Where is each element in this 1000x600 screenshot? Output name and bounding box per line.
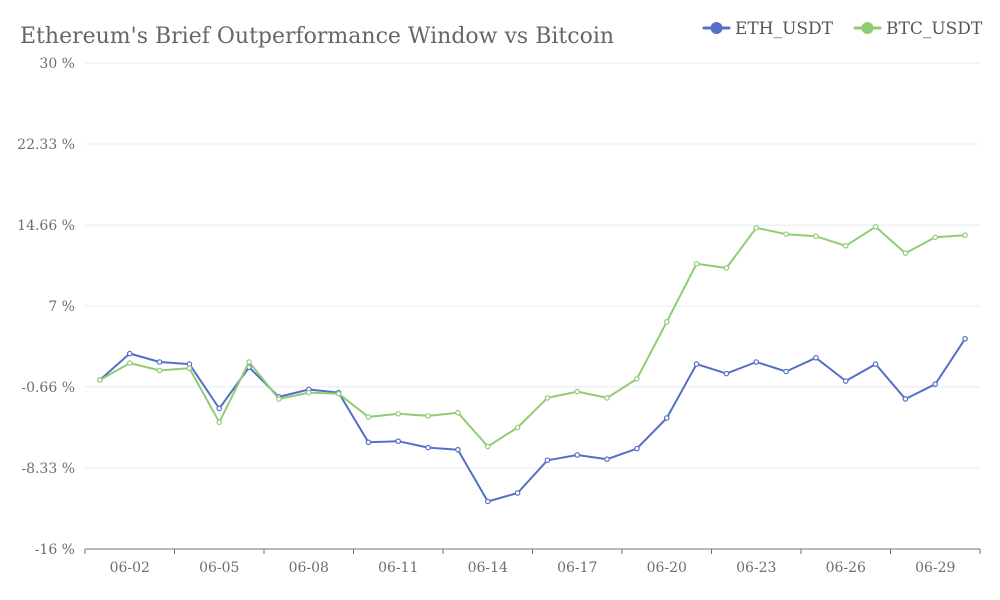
x-tick-label: 06-14 bbox=[468, 560, 508, 576]
data-point-btc-usdt bbox=[126, 360, 133, 366]
y-tick-label: -0.66 % bbox=[21, 380, 75, 396]
data-point-btc-usdt bbox=[693, 260, 700, 267]
data-point-btc-usdt bbox=[723, 265, 730, 271]
x-tick-label: 06-29 bbox=[915, 560, 955, 576]
data-point-btc-usdt bbox=[932, 234, 939, 241]
data-point-eth-usdt bbox=[902, 396, 909, 402]
data-point-btc-usdt bbox=[216, 419, 223, 426]
data-point-eth-usdt bbox=[663, 415, 670, 421]
data-point-eth-usdt bbox=[962, 335, 968, 342]
legend-label: ETH_USDT bbox=[735, 19, 834, 39]
x-tick-label: 06-17 bbox=[557, 560, 597, 576]
data-point-eth-usdt bbox=[395, 438, 402, 445]
data-point-eth-usdt bbox=[932, 381, 939, 387]
data-point-btc-usdt bbox=[813, 233, 819, 240]
x-tick-label: 06-11 bbox=[378, 560, 418, 576]
x-axis: 06-02 06-05 06-08 06-11 06-14 06-17 06-20 06-23… bbox=[84, 548, 981, 576]
legend: ETH_USDT BTC_USDT bbox=[702, 19, 983, 39]
series-line-btc-usdt bbox=[98, 225, 967, 448]
data-point-btc-usdt bbox=[455, 409, 461, 416]
y-tick-label: -8.33 % bbox=[21, 461, 75, 477]
data-point-eth-usdt bbox=[484, 498, 491, 505]
y-tick-label: 7 % bbox=[48, 299, 75, 315]
data-point-eth-usdt bbox=[216, 405, 223, 412]
data-point-btc-usdt bbox=[395, 410, 402, 417]
data-point-btc-usdt bbox=[305, 389, 312, 396]
data-point-btc-usdt bbox=[97, 377, 103, 383]
data-point-eth-usdt bbox=[842, 378, 849, 384]
legend-marker-icon bbox=[710, 22, 723, 34]
data-point-eth-usdt bbox=[753, 359, 760, 365]
data-point-btc-usdt bbox=[186, 365, 193, 372]
data-point-eth-usdt bbox=[365, 439, 372, 446]
y-tick-label: 22.33 % bbox=[17, 137, 75, 153]
data-point-btc-usdt bbox=[544, 395, 551, 401]
data-point-btc-usdt bbox=[246, 359, 252, 365]
x-tick-label: 06-23 bbox=[736, 560, 776, 576]
data-point-eth-usdt bbox=[544, 457, 551, 464]
data-point-btc-usdt bbox=[514, 424, 521, 431]
data-point-eth-usdt bbox=[574, 452, 581, 458]
y-tick-label: 30 % bbox=[39, 56, 75, 72]
y-tick-label: 14.66 % bbox=[17, 218, 75, 234]
data-point-btc-usdt bbox=[425, 413, 431, 419]
data-point-btc-usdt bbox=[872, 223, 879, 230]
series-group bbox=[97, 223, 968, 505]
chart-title: Ethereum's Brief Outperformance Window v… bbox=[20, 24, 614, 49]
x-tick-label: 06-26 bbox=[826, 560, 866, 576]
data-point-btc-usdt bbox=[753, 225, 760, 231]
data-point-btc-usdt bbox=[783, 231, 789, 237]
data-point-btc-usdt bbox=[276, 396, 282, 402]
data-point-eth-usdt bbox=[813, 354, 819, 361]
data-point-eth-usdt bbox=[425, 444, 431, 451]
legend-marker-icon bbox=[861, 22, 874, 34]
data-point-btc-usdt bbox=[962, 232, 968, 239]
data-point-eth-usdt bbox=[783, 368, 789, 375]
data-point-btc-usdt bbox=[842, 242, 849, 249]
x-tick-label: 06-20 bbox=[647, 560, 687, 576]
x-tick-label: 06-02 bbox=[110, 560, 150, 576]
x-tick-label: 06-05 bbox=[199, 560, 239, 576]
data-point-btc-usdt bbox=[663, 319, 670, 325]
data-point-btc-usdt bbox=[484, 443, 491, 450]
data-point-btc-usdt bbox=[156, 367, 163, 374]
data-point-btc-usdt bbox=[604, 395, 610, 401]
y-axis: 30 % 22.33 % 14.66 % 7 % -0.66 % -8.33 % -16 % bbox=[17, 56, 75, 558]
data-point-eth-usdt bbox=[604, 456, 610, 462]
data-point-eth-usdt bbox=[126, 350, 133, 357]
data-point-eth-usdt bbox=[693, 361, 700, 367]
data-point-btc-usdt bbox=[574, 388, 581, 395]
data-point-btc-usdt bbox=[365, 414, 372, 420]
data-point-btc-usdt bbox=[902, 250, 909, 256]
y-tick-label: -16 % bbox=[35, 542, 75, 558]
data-point-eth-usdt bbox=[872, 361, 879, 367]
legend-item-eth-usdt: ETH_USDT bbox=[702, 19, 834, 39]
legend-label: BTC_USDT bbox=[886, 19, 983, 39]
data-point-btc-usdt bbox=[634, 376, 640, 382]
data-point-eth-usdt bbox=[514, 490, 521, 496]
data-point-btc-usdt bbox=[335, 390, 342, 397]
data-point-eth-usdt bbox=[723, 370, 730, 377]
data-point-eth-usdt bbox=[634, 445, 640, 452]
x-tick-label: 06-08 bbox=[289, 560, 329, 576]
data-point-eth-usdt bbox=[156, 359, 163, 365]
series-line-eth-usdt bbox=[98, 337, 967, 503]
legend-item-btc-usdt: BTC_USDT bbox=[853, 19, 983, 39]
data-point-eth-usdt bbox=[455, 446, 461, 453]
